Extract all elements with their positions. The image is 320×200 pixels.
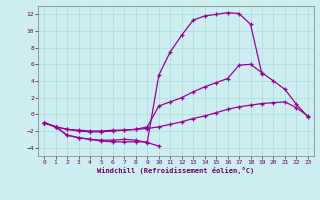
X-axis label: Windchill (Refroidissement éolien,°C): Windchill (Refroidissement éolien,°C) — [97, 167, 255, 174]
